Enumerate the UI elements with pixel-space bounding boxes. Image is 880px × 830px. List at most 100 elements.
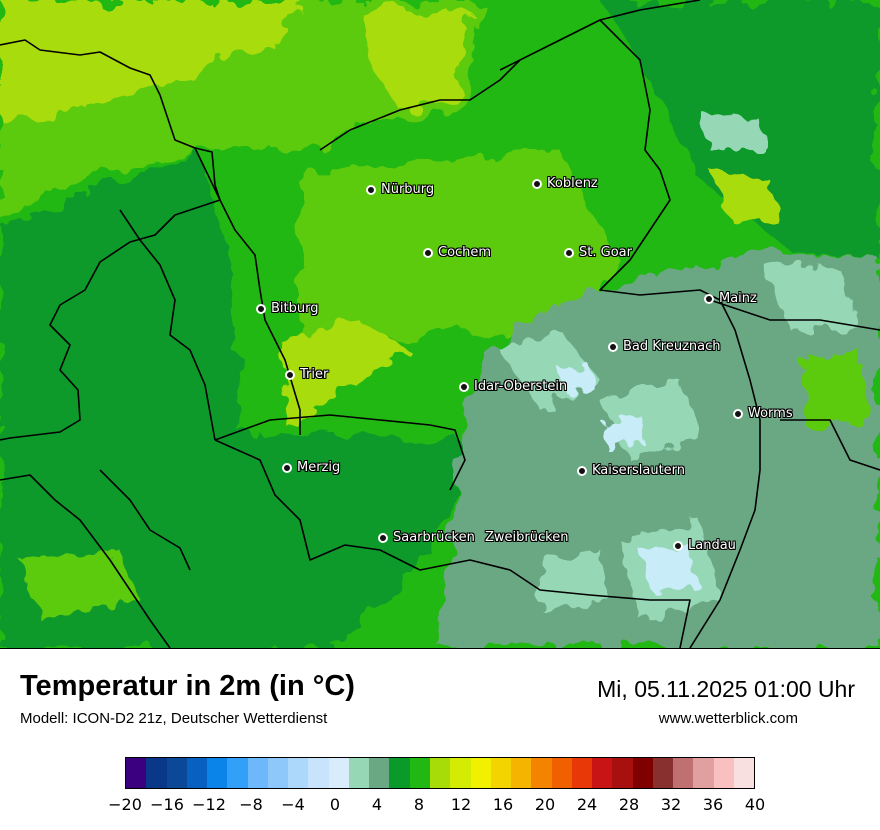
legend-swatch [713,758,734,788]
patch-yellowgreen-ne [710,170,780,225]
patch-lightgreen-east [800,350,870,430]
city-dot-icon [285,369,295,380]
legend-swatch [126,758,147,788]
legend-tick-label: 28 [618,795,640,814]
patch-palecyan-3 [560,365,595,392]
city-marker[interactable]: Saarbrücken [378,530,475,545]
legend-tick-label: 8 [413,795,425,814]
legend-swatch [551,758,572,788]
city-label: St. Goar [579,245,632,260]
city-label: Trier [300,367,329,382]
website-link[interactable]: www.wetterblick.com [658,710,798,727]
legend-swatch [450,758,471,788]
city-dot-icon [459,381,469,392]
legend-tick-label: 0 [329,795,341,814]
color-legend-ticks: −20 −16 −12 −8 −4 0 4 8 12 16 20 24 28 32 36 40 [108,795,765,817]
legend-swatch [429,758,451,788]
terrain-fill [0,0,880,648]
legend-swatch [308,758,329,788]
legend-swatch [409,758,430,788]
border-lux-south [99,469,191,571]
city-label: Bitburg [271,301,319,316]
legend-swatch [733,758,755,788]
city-label: Nürburg [381,182,435,197]
legend-swatch [632,758,653,788]
city-marker[interactable]: Koblenz [532,176,598,191]
border-bw-east [689,379,761,648]
legend-tick-label: 16 [492,795,514,814]
city-label: Merzig [297,460,341,475]
patch-yellowgreen-trier [280,320,410,430]
legend-swatch [348,758,370,788]
color-legend-bar [125,757,755,789]
map-title: Temperatur in 2m (in °C) [20,670,355,702]
city-marker[interactable]: St. Goar [564,245,632,260]
city-label: Kaiserslautern [592,463,686,478]
border-hessen-east [599,19,751,381]
border-saarland [214,439,691,648]
border-rhine-worms [780,419,880,471]
city-label: Bad Kreuznach [623,339,721,354]
legend-swatch [146,758,167,788]
city-label: Saarbrücken [393,530,475,545]
city-dot-icon [564,247,574,258]
legend-swatch [227,758,248,788]
legend-swatch [166,758,187,788]
city-label: Worms [748,406,793,421]
city-marker[interactable]: Merzig [282,460,340,475]
city-label: Zweibrücken [485,530,569,545]
city-dot-icon [378,532,388,543]
legend-tick-label: −8 [239,795,263,814]
city-marker[interactable]: Mainz [704,291,757,306]
legend-tick-label: 32 [660,795,682,814]
legend-swatch [571,758,593,788]
legend-tick-label: 20 [534,795,556,814]
legend-swatch [511,758,532,788]
legend-tick-label: 24 [576,795,598,814]
city-marker[interactable]: Worms [733,406,793,421]
city-label: Mainz [719,291,757,306]
legend-swatch [288,758,309,788]
city-marker[interactable]: Bitburg [256,301,319,316]
patch-palecyan-1 [640,545,700,590]
city-dot-icon [704,293,714,304]
city-label: Landau [688,538,736,553]
border-lux-inner [119,209,216,441]
city-marker[interactable]: Landau [673,538,736,553]
legend-tick-label: −12 [192,795,226,814]
legend-tick-label: 36 [702,795,724,814]
city-marker[interactable]: Idar-Oberstein [459,379,567,394]
legend-tick-label: −4 [281,795,305,814]
legend-swatch [531,758,552,788]
border-nrw [319,59,521,151]
forecast-datetime: Mi, 05.11.2025 01:00 Uhr [597,676,855,702]
city-marker[interactable]: Bad Kreuznach [608,339,721,354]
patch-lightgreen-south [20,550,140,620]
legend-tick-label: 4 [371,795,383,814]
city-marker[interactable]: Kaiserslautern [577,463,685,478]
legend-swatch [693,758,714,788]
legend-swatch [267,758,289,788]
legend-swatch [247,758,268,788]
city-marker[interactable]: Trier [285,367,328,382]
city-marker[interactable]: Cochem [423,245,491,260]
legend-swatch [470,758,491,788]
legend-swatch [612,758,633,788]
patch-lightteal-5 [540,550,610,610]
legend-swatch [592,758,613,788]
legend-tick-label: −20 [108,795,142,814]
border-southwest-fr [0,474,171,648]
city-marker[interactable]: Nürburg [366,182,434,197]
temperature-map[interactable] [0,0,880,649]
legend-swatch [389,758,410,788]
legend-swatch [673,758,694,788]
city-dot-icon [423,247,433,258]
legend-tick-label: 40 [744,795,766,814]
border-saarland-north [214,414,466,491]
city-dot-icon [282,462,292,473]
city-dot-icon [256,303,266,314]
city-dot-icon [577,465,587,476]
region-yellowgreen-n [360,10,470,110]
city-marker[interactable]: Zweibrücken [470,530,568,545]
model-source: Modell: ICON-D2 21z, Deutscher Wetterdie… [20,710,328,727]
